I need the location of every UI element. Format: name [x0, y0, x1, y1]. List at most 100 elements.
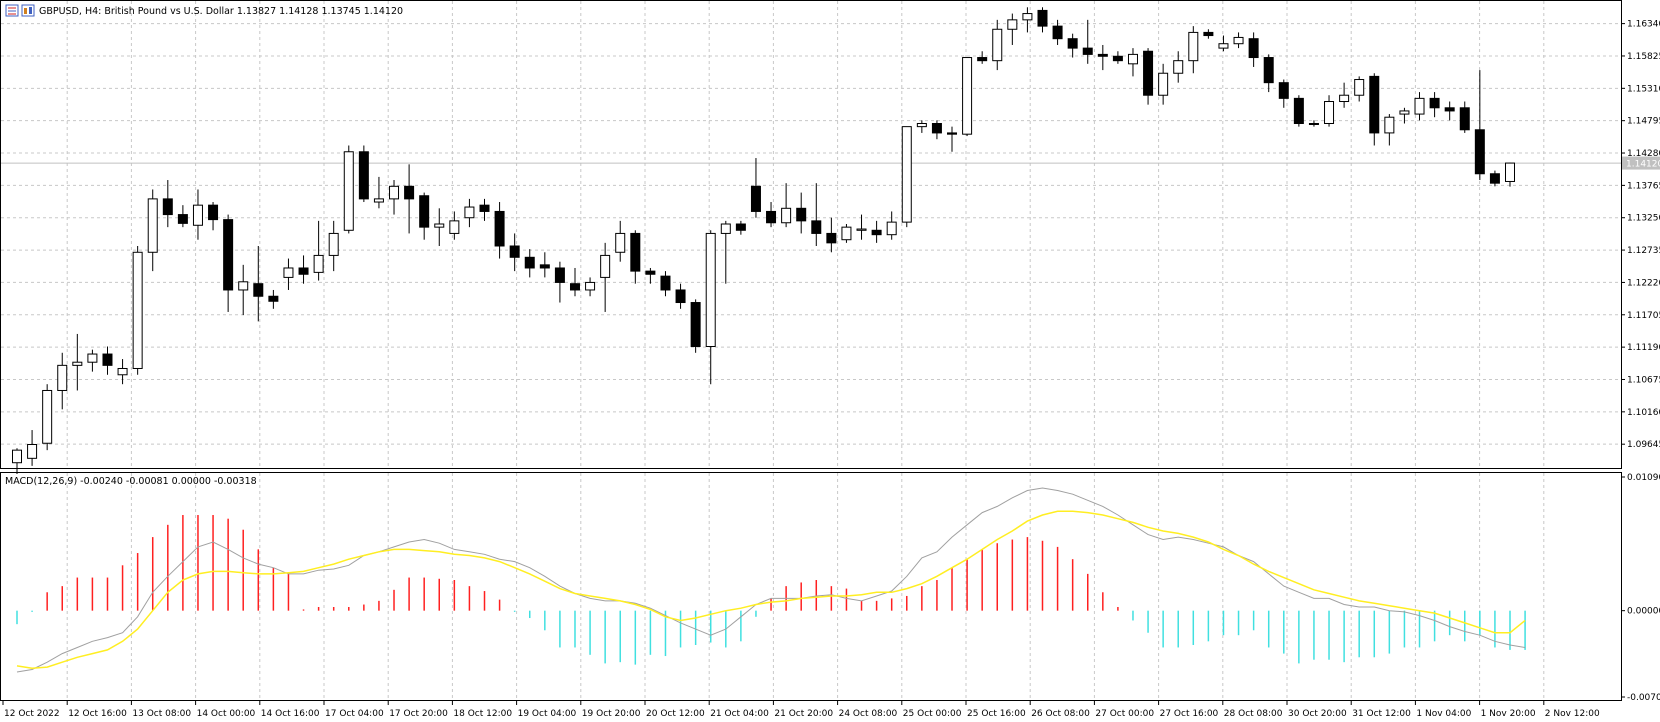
- candle[interactable]: [931, 120, 942, 140]
- candle[interactable]: [690, 299, 701, 353]
- candle[interactable]: [1067, 33, 1078, 58]
- price-panel[interactable]: [0, 0, 1622, 469]
- candle[interactable]: [781, 183, 792, 228]
- candle[interactable]: [1263, 54, 1274, 93]
- candle[interactable]: [1082, 19, 1093, 64]
- candle[interactable]: [1308, 120, 1319, 127]
- candle[interactable]: [1339, 82, 1350, 108]
- candle[interactable]: [1369, 73, 1380, 146]
- candle[interactable]: [1112, 51, 1123, 64]
- candle[interactable]: [524, 249, 535, 278]
- candle[interactable]: [1399, 107, 1410, 124]
- candle[interactable]: [992, 19, 1003, 71]
- candle[interactable]: [856, 214, 867, 240]
- candle[interactable]: [147, 189, 158, 272]
- candle[interactable]: [1143, 48, 1154, 105]
- candle[interactable]: [313, 220, 324, 281]
- candle[interactable]: [962, 57, 973, 137]
- candle[interactable]: [554, 261, 565, 303]
- candles-icon[interactable]: [21, 4, 35, 17]
- candle[interactable]: [1097, 44, 1108, 71]
- candle[interactable]: [494, 202, 505, 259]
- candle[interactable]: [419, 192, 430, 240]
- candle[interactable]: [1022, 7, 1033, 33]
- candle[interactable]: [1354, 76, 1365, 102]
- candle[interactable]: [1278, 79, 1289, 108]
- candle[interactable]: [1233, 32, 1244, 49]
- candle[interactable]: [1173, 51, 1184, 83]
- candle[interactable]: [1218, 35, 1229, 52]
- candle[interactable]: [1052, 19, 1063, 45]
- candle[interactable]: [343, 145, 354, 234]
- candle[interactable]: [1474, 70, 1485, 181]
- candle[interactable]: [886, 211, 897, 240]
- candle[interactable]: [177, 205, 188, 228]
- candle[interactable]: [434, 208, 445, 246]
- candle[interactable]: [373, 176, 384, 209]
- candle[interactable]: [1127, 48, 1138, 77]
- candle[interactable]: [735, 220, 746, 235]
- candle[interactable]: [841, 224, 852, 243]
- candle[interactable]: [27, 430, 38, 466]
- candle[interactable]: [615, 220, 626, 262]
- candle[interactable]: [977, 51, 988, 64]
- candle[interactable]: [1158, 63, 1169, 105]
- candle[interactable]: [705, 230, 716, 385]
- candle[interactable]: [298, 255, 309, 284]
- candle[interactable]: [208, 202, 219, 231]
- candle[interactable]: [449, 211, 460, 240]
- candle[interactable]: [12, 448, 22, 475]
- candle[interactable]: [72, 333, 83, 391]
- candle[interactable]: [238, 264, 249, 316]
- candles[interactable]: [12, 7, 1515, 475]
- candle[interactable]: [539, 252, 550, 278]
- candle[interactable]: [766, 202, 777, 228]
- candle[interactable]: [509, 233, 520, 272]
- candle[interactable]: [1188, 26, 1199, 74]
- candle[interactable]: [253, 245, 264, 322]
- candle[interactable]: [1037, 7, 1048, 33]
- price-axis[interactable]: 1.16340 1.15825 1.15310 1.14795 1.14280 1.137…: [1621, 20, 1660, 451]
- candle[interactable]: [1505, 162, 1515, 187]
- candle[interactable]: [479, 198, 490, 221]
- candle[interactable]: [1384, 114, 1395, 146]
- candle[interactable]: [630, 230, 641, 284]
- candle[interactable]: [1444, 101, 1455, 121]
- candle[interactable]: [1248, 32, 1259, 67]
- candle[interactable]: [600, 242, 611, 312]
- candle[interactable]: [811, 183, 822, 246]
- candle[interactable]: [268, 289, 279, 309]
- candle[interactable]: [404, 164, 415, 234]
- candle[interactable]: [826, 217, 837, 253]
- candle[interactable]: [585, 277, 596, 297]
- candle[interactable]: [162, 180, 173, 228]
- candle[interactable]: [916, 120, 927, 133]
- candle[interactable]: [645, 267, 656, 284]
- candle[interactable]: [796, 192, 807, 234]
- candle[interactable]: [720, 220, 731, 284]
- candle[interactable]: [328, 220, 339, 272]
- candle[interactable]: [1324, 95, 1335, 127]
- candle[interactable]: [117, 359, 128, 385]
- candle[interactable]: [1429, 92, 1440, 118]
- candle[interactable]: [901, 126, 912, 228]
- candle[interactable]: [57, 352, 68, 410]
- candle[interactable]: [132, 245, 143, 375]
- candle[interactable]: [1203, 29, 1214, 39]
- candle[interactable]: [871, 220, 882, 243]
- candle[interactable]: [750, 158, 761, 218]
- candle[interactable]: [1414, 92, 1425, 121]
- time-axis[interactable]: 12 Oct 2022 12 Oct 16:00 13 Oct 08:00 14 Oc…: [2, 701, 1600, 719]
- candle[interactable]: [42, 384, 53, 451]
- candle[interactable]: [87, 349, 98, 372]
- candle[interactable]: [223, 214, 234, 312]
- candle[interactable]: [1459, 101, 1470, 133]
- candle[interactable]: [660, 271, 671, 297]
- candle[interactable]: [102, 346, 113, 375]
- candle[interactable]: [569, 267, 580, 297]
- candle[interactable]: [1489, 170, 1500, 187]
- candle[interactable]: [1007, 13, 1018, 45]
- bars-icon[interactable]: [5, 4, 19, 17]
- candle[interactable]: [464, 198, 475, 228]
